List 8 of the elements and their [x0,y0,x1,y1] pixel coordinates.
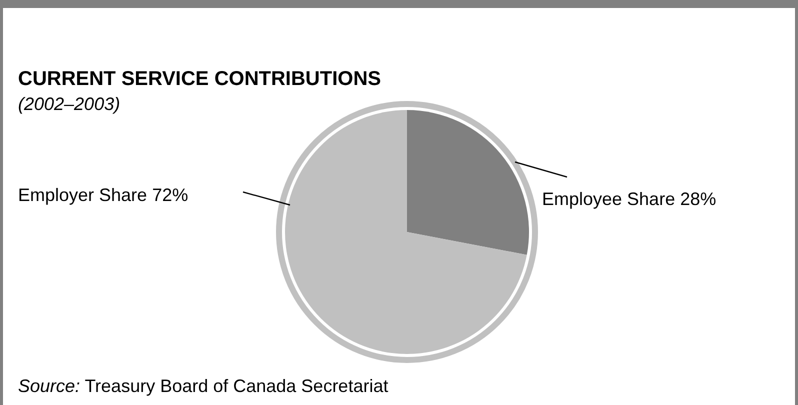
data-label: 72% [152,185,188,205]
source-note: Source: Treasury Board of Canada Secretariat [18,376,388,396]
slice-label: Employer Share [18,185,148,205]
slice-label: Employee Share [542,189,676,209]
chart-subtitle: (2002–2003) [18,94,120,114]
chart-title: CURRENT SERVICE CONTRIBUTIONS [18,68,381,90]
data-label: 28% [680,189,716,209]
pie-slice [407,110,529,255]
